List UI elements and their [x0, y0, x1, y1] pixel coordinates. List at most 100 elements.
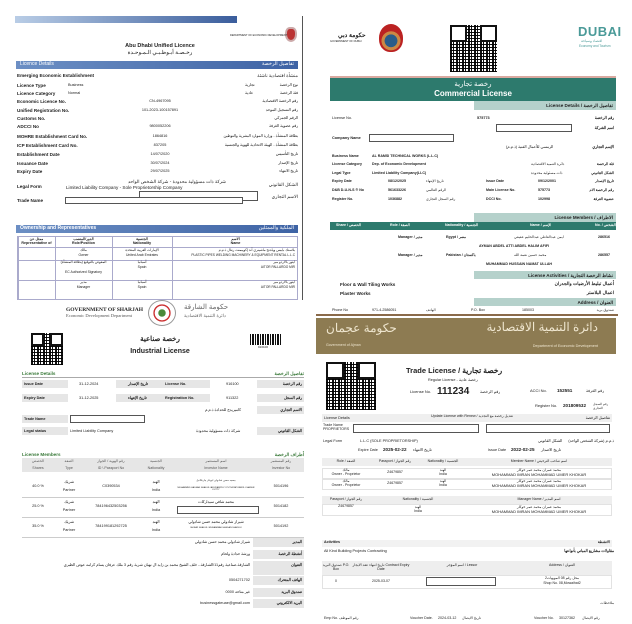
license-members-header: License Members / الاطراف — [474, 213, 616, 222]
field-label-ar: فئة الرخصة — [279, 91, 298, 95]
field-label-ar: رقم عضوية الغرفة — [269, 124, 298, 128]
register-label: Register No. — [332, 197, 354, 201]
table-column-divider — [18, 237, 19, 299]
license-activities-header: License Activities / نشاط الرخصة التجاري… — [474, 271, 616, 279]
register-value: 1036882 — [388, 197, 402, 201]
establishment-ar: منشأة اقتصادية ناشئة — [257, 73, 298, 78]
label-cell — [116, 380, 210, 388]
voucher-date: 2024-03-12 — [438, 616, 457, 620]
table-row-divider — [18, 280, 297, 281]
column-header-en: Type — [65, 466, 73, 470]
manager-name: MOHAMMAD IMRAN MOHAMMAD UMER KHOKAR — [491, 509, 587, 514]
dcci-value: 102998 — [538, 197, 550, 201]
title-en: Industrial License — [130, 348, 190, 355]
member-nat-en: India — [151, 508, 161, 512]
column-header-ar: اسم المستثمر — [205, 459, 227, 463]
members-table-header: Share / الحصص Role / الصفة Nationality / ا… — [330, 222, 623, 230]
field-label-ar: الرقم الجمركي — [274, 116, 298, 120]
label-cell — [257, 427, 304, 435]
row-name-en: PLASTIC PIPES WELDING MACHINERY & EQUIPM… — [191, 253, 295, 257]
member-role: Owner - Proprietor — [331, 483, 361, 487]
row-border — [322, 575, 612, 589]
label-cell — [253, 576, 304, 585]
subtitle: Regular License - رخصة عادية — [428, 378, 478, 382]
phone-value: 971-4-2586051 — [372, 308, 397, 312]
sharjah-emblem-icon — [148, 300, 176, 326]
member-role-ar: مالك — [342, 468, 350, 472]
member-id: C0390534 — [102, 484, 120, 488]
duns-value: 561633226 — [388, 188, 406, 192]
license-no: 575773 — [477, 116, 490, 120]
row-divider — [22, 497, 304, 498]
dept-ajman-ar: دائرة التنمية الاقتصادية — [486, 320, 598, 334]
column-header-ar: رقم المستثمر — [270, 459, 292, 463]
field-label-ar: بطاقة المنشأة - الهيئة الاتحادية للهوية … — [224, 143, 298, 147]
activity-ar: مقاولات مشاريع المباني بأنواعها — [564, 549, 614, 553]
license-banner: رخصة تجارية Commercial License — [330, 76, 616, 101]
member-type-en: Partner — [62, 528, 76, 532]
field-label: MOHRE Establishment Card No. — [17, 134, 88, 139]
activity-2-en: Plaster Works — [340, 291, 371, 296]
field-value-ar: دائرة التنمية الاقتصادية — [531, 162, 565, 166]
license-details-label-ar: تفاصيل الرخصة — [274, 371, 304, 376]
field-value: 14/07/2020 — [150, 152, 170, 156]
table-header-ar: الدور/المنصب — [73, 237, 94, 241]
manager-table-header — [322, 496, 612, 504]
issue-label-ar: تاريخ الاصدار — [541, 448, 561, 452]
member-type-en: Partner — [62, 488, 76, 492]
gov-ajman-ar: حكومة عجمان — [326, 321, 397, 335]
field-value-ar: عادية — [245, 91, 254, 95]
field-label: Economic Licence No. — [17, 99, 67, 104]
acci-label-ar: رقم الغرفة — [586, 388, 605, 393]
legal-status-label: Legal status — [24, 429, 47, 433]
field-label: Unified Registration No. — [17, 108, 70, 113]
license-no: 111234 — [437, 386, 470, 397]
gov-dubai-en: GOVERNMENT OF DUBAI — [330, 40, 362, 43]
member-name-ar: محمد شافي سيداركات — [198, 500, 234, 504]
legal-status-label-ar: الشكل القانوني — [277, 429, 302, 433]
duns-label: D&B D-U-N-S ® No — [332, 188, 364, 192]
licence-details-header: Licence Details تفاصيل الرخصة — [16, 61, 298, 69]
legal-form-value-ar: ذ.م.م (شركة الشخص الواحد) — [568, 439, 614, 443]
adu-dhabi-emblem-icon — [285, 27, 297, 42]
row-nationality-ar: أسبانيا — [137, 280, 147, 284]
expire-label: Expire Date — [358, 448, 378, 452]
members-column-header: Member Name / اسم صاحب الترخيص — [510, 459, 568, 463]
po-label-ar: صندوق بريد — [596, 308, 614, 312]
main-value: 575773 — [538, 188, 550, 192]
dept-sharjah-en: Economic Development Department — [66, 313, 132, 318]
po-label: P.O. Box — [471, 308, 485, 312]
row-border — [322, 479, 612, 490]
license-label-ar: رقم الرخصة — [282, 382, 302, 386]
trade-name-ar-value: كاميريدج للحدادة ذ.م.م — [205, 408, 241, 412]
label-cell — [253, 538, 304, 547]
dept-sharjah-ar: دائرة التنمية الاقتصادية — [184, 313, 226, 318]
voucher-date-label: Voucher Date. — [410, 616, 433, 620]
member-name-ar: محمد عمران محمد عمر خوكار — [517, 479, 561, 483]
member-nat-ar: الهند — [152, 520, 160, 524]
field-label: Issuance Date — [17, 161, 48, 166]
table-column-divider — [112, 237, 113, 299]
company-name-redacted — [369, 134, 454, 142]
register-label-ar: رقم السجل التجاري — [426, 197, 456, 201]
member-role-ar: مالك — [342, 479, 350, 483]
member-nat: India — [439, 483, 447, 487]
members-column-header: No. / رقم الشخص — [595, 223, 623, 227]
address-column-header: تاريخ انتهاء عقد الايجار Contract Expiry… — [352, 563, 410, 571]
column-header-ar: الحصص — [32, 459, 44, 463]
label-cell — [257, 380, 304, 388]
field-value-en: Normal — [68, 91, 81, 95]
gov-sharjah-en: GOVERNMENT OF SHARJAH — [66, 307, 144, 313]
member-name-ar: ايمن عبدالعاطي عبدالحليم عفيفي — [514, 235, 564, 239]
label-cell — [253, 550, 304, 559]
row-border — [322, 504, 612, 516]
license-details-row: License Details Update License with Rene… — [322, 414, 612, 422]
expiry-label: Expiry Date — [24, 396, 45, 400]
barcode — [250, 334, 281, 345]
column-header-ar: الصفة — [64, 459, 74, 463]
table-header-en: Representative of — [21, 241, 52, 245]
member-no: 286557 — [598, 253, 610, 257]
member-name-ar: شيراز شادولي محمد حسن شادولي — [188, 520, 244, 524]
title: Trade License / رخصة تجارية — [406, 366, 503, 375]
label-cell — [253, 599, 304, 608]
